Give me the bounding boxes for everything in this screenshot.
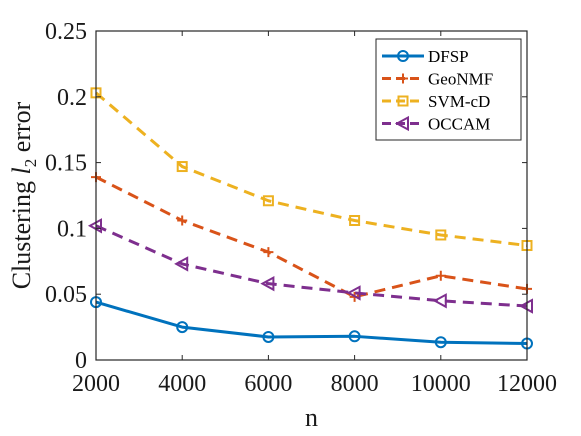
- series-line: [95, 224, 528, 308]
- data-point: [176, 321, 189, 334]
- legend-marker: [397, 95, 409, 107]
- y-axis-title: Clustering l2 error: [7, 101, 40, 289]
- legend-label: DFSP: [428, 47, 469, 66]
- x-axis-title: n: [305, 403, 318, 432]
- x-tick-label: 12000: [497, 371, 557, 397]
- plot-frame: [95, 30, 528, 361]
- series-line: [95, 300, 528, 346]
- series-layer: [87, 87, 533, 350]
- y-axis-title-subscript: 2: [21, 159, 40, 168]
- y-axis-title-prefix: Clustering: [7, 174, 36, 289]
- y-tick-label: 0.1: [57, 216, 87, 242]
- data-point: [176, 161, 188, 173]
- data-point: [263, 247, 274, 258]
- x-tick-label: 10000: [411, 371, 471, 397]
- data-point: [346, 285, 361, 301]
- legend-marker: [394, 115, 409, 132]
- y-tick-label: 0.05: [45, 282, 87, 308]
- y-axis-title-variable: l: [7, 167, 36, 174]
- data-point: [260, 275, 275, 292]
- data-point: [434, 336, 447, 349]
- series-line: [95, 175, 528, 299]
- y-tick-label: 0.2: [57, 85, 87, 111]
- legend-marker: [397, 50, 409, 62]
- y-tick-label: 0.15: [45, 151, 87, 177]
- x-tick-label: 4000: [158, 371, 206, 397]
- legend-item-occam: OCCAM: [382, 115, 490, 134]
- y-tick-label: 0.25: [45, 19, 87, 45]
- data-point: [348, 330, 361, 343]
- data-point: [432, 293, 447, 309]
- legend-label: SVM-cD: [428, 92, 490, 111]
- data-point: [349, 215, 361, 227]
- tick-labels: 2000 4000 6000 8000 10000 12000 0 0.05 0.1 0.15 0.…: [45, 19, 557, 397]
- data-point: [174, 256, 189, 272]
- data-point: [262, 330, 275, 343]
- legend: DFSP GeoNMF SVM-cD OCCAM: [375, 38, 522, 141]
- y-axis-title-suffix: error: [7, 101, 36, 158]
- legend-marker: [398, 73, 408, 84]
- x-tick-label: 8000: [331, 371, 379, 397]
- legend-label: OCCAM: [428, 115, 490, 134]
- legend-item-dfsp: DFSP: [382, 47, 469, 66]
- data-point: [435, 270, 446, 281]
- axis-ticks: [95, 30, 528, 361]
- legend-item-svm-cd: SVM-cD: [382, 92, 490, 111]
- y-tick-label: 0: [75, 348, 87, 374]
- data-point: [177, 215, 188, 226]
- data-point: [262, 195, 274, 207]
- x-tick-label: 6000: [244, 371, 292, 397]
- legend-label: GeoNMF: [428, 70, 493, 89]
- x-tick-label: 2000: [72, 371, 120, 397]
- legend-item-geonmf: GeoNMF: [382, 70, 493, 89]
- series-line: [95, 91, 528, 247]
- data-point: [435, 229, 447, 241]
